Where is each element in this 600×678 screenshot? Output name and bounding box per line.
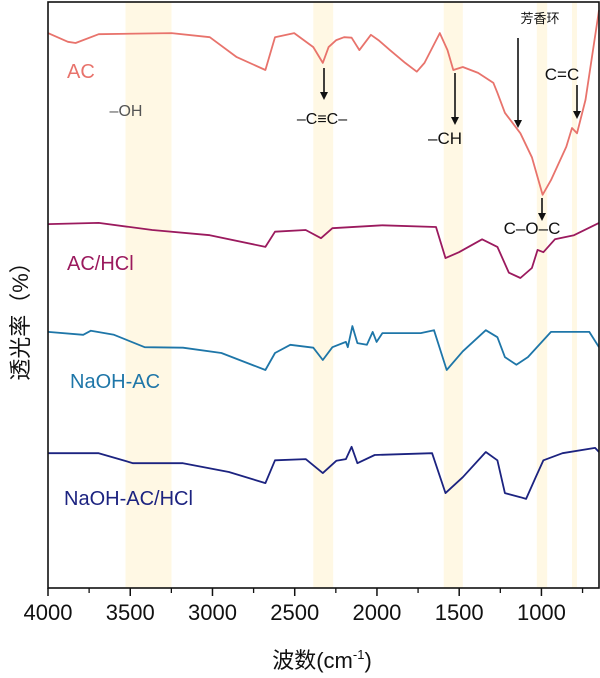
x-tick-label: 3500 — [106, 600, 155, 625]
series-line-naoh-ac — [47, 325, 600, 371]
annotation-label: –OH — [110, 103, 143, 120]
annotation-label: –CH — [428, 129, 462, 148]
series-line-ac-hcl — [47, 222, 600, 279]
arrow-head — [538, 213, 546, 221]
arrow-head — [573, 111, 581, 119]
highlight-band — [313, 2, 334, 588]
series-label: NaOH-AC — [70, 371, 160, 393]
annotation-label: C=C — [545, 65, 579, 84]
series-line-ac — [47, 10, 600, 196]
series-labels: AC AC/HCl NaOH-AC NaOH-AC/HCl — [64, 61, 193, 510]
annotation-label: C–O–C — [504, 219, 561, 238]
highlight-band — [443, 2, 463, 588]
arrow-head — [514, 120, 522, 128]
y-axis-title: 透光率（%） — [8, 251, 33, 381]
x-tick-label: 1500 — [435, 600, 484, 625]
x-tick-label: 2500 — [270, 600, 319, 625]
annotation-label: –C≡C– — [297, 111, 347, 128]
x-tick-label: 2000 — [352, 600, 401, 625]
annotations: –OH –C≡C– –CH 芳香环 C=C C–O–C — [110, 11, 580, 238]
plot-frame — [47, 1, 600, 589]
series-label: AC — [67, 61, 95, 83]
x-tick-label: 1000 — [517, 600, 566, 625]
arrow-head — [320, 92, 328, 100]
spectra — [47, 10, 600, 500]
x-axis-title: 波数(cm-1) — [272, 647, 372, 673]
highlight-band — [125, 2, 172, 588]
series-label: NaOH-AC/HCl — [64, 488, 193, 510]
arrow-head — [451, 117, 459, 125]
annotation-arrows — [320, 38, 581, 221]
annotation-label: 芳香环 — [520, 11, 559, 26]
series-line-naoh-ac-hcl — [48, 445, 600, 500]
x-axis-ticks: 4000 3500 3000 2500 2000 1500 1000 — [24, 588, 584, 625]
series-label: AC/HCl — [67, 253, 134, 275]
highlight-bands — [125, 2, 577, 588]
x-tick-label: 4000 — [24, 600, 73, 625]
highlight-band — [536, 2, 548, 588]
highlight-band — [572, 2, 577, 588]
x-tick-label: 3000 — [188, 600, 237, 625]
